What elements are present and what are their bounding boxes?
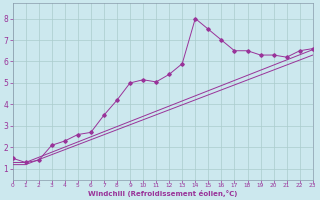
X-axis label: Windchill (Refroidissement éolien,°C): Windchill (Refroidissement éolien,°C) — [88, 190, 237, 197]
